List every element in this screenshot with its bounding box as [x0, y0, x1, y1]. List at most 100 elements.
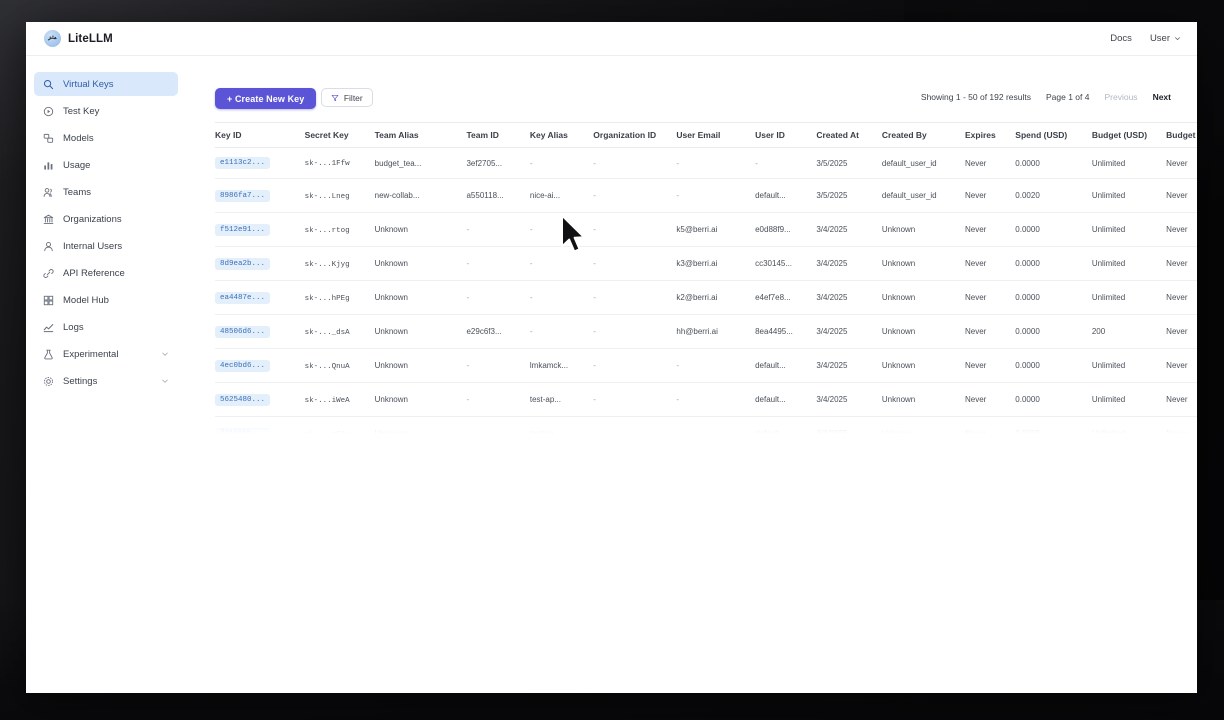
cell-key-alias: -	[529, 314, 594, 349]
column-header[interactable]: Organization ID	[593, 123, 677, 148]
key-id-chip[interactable]: 5625480...	[215, 393, 271, 406]
table-row[interactable]: 5625480... sk-...iWeA Unknown - test-ap... - -…	[215, 382, 1197, 417]
column-header[interactable]: Team Alias	[374, 123, 467, 148]
cell-spend: 0.0000	[1015, 348, 1092, 383]
key-id-chip[interactable]: 4ec0bd6...	[215, 359, 271, 372]
empty-value: -	[529, 327, 533, 336]
empty-value: -	[466, 395, 470, 404]
key-id-chip[interactable]: 8986fa7...	[215, 189, 271, 202]
sidebar-item-organizations[interactable]: Organizations	[34, 207, 178, 231]
table-row[interactable]: 4ec0bd6... sk-...QnuA Unknown - lmkamck... - -…	[215, 348, 1197, 383]
main-content: + Create New Key Filter Showing 1 - 50 o…	[186, 56, 1197, 693]
column-header[interactable]: Budget (USD)	[1091, 123, 1167, 148]
sidebar-item-settings[interactable]: Settings	[34, 369, 178, 393]
cell-expires: Never	[965, 382, 1016, 417]
pagination-next-button[interactable]: Next	[1152, 92, 1171, 102]
empty-value: -	[593, 395, 596, 404]
key-id-chip[interactable]: 48506d6...	[215, 325, 271, 338]
column-header[interactable]: Secret Key	[304, 123, 375, 148]
cell-spend: 0.0000	[1015, 382, 1092, 417]
table-row[interactable]: 8986fa7... sk-...Lneg new-collab... a550118…	[215, 178, 1197, 213]
table-row[interactable]: ea4487e... sk-...hPEg Unknown - - - k2@berri.a…	[215, 280, 1197, 315]
secret-key-text: sk-...iWeA	[304, 396, 350, 405]
column-header[interactable]: Key Alias	[529, 123, 594, 148]
sidebar-item-label: Organizations	[63, 213, 122, 225]
cell-user-id: e4ef7e8...	[755, 280, 817, 315]
key-id-chip[interactable]: e1113c2...	[215, 157, 271, 169]
table-row[interactable]: f2110bb...sk-...cC7wUnknown-testnjn...--…	[215, 416, 1197, 434]
key-id-chip[interactable]: 8d9ea2b...	[215, 257, 271, 270]
cell-budget-reset: Never	[1166, 212, 1197, 247]
table-row[interactable]: f512e91... sk-...rtog Unknown - - - k5@berri.a…	[215, 212, 1197, 247]
sidebar-item-test-key[interactable]: Test Key	[34, 99, 178, 123]
table-row[interactable]: 48506d6... sk-..._dsA Unknown e29c6f3... - - h…	[215, 314, 1197, 349]
column-header[interactable]: Key ID	[215, 123, 305, 148]
cell-secret-key: sk-...Kjyg	[304, 246, 375, 281]
cell-user-email: k3@berri.ai	[676, 246, 756, 281]
sidebar-item-experimental[interactable]: Experimental	[34, 342, 178, 366]
pagination-page: Page 1 of 4	[1046, 92, 1090, 102]
chevron-down-icon[interactable]	[161, 350, 169, 358]
pagination-previous-button[interactable]: Previous	[1104, 92, 1138, 102]
cell-budget-reset: Never	[1166, 280, 1197, 315]
key-id-chip[interactable]: ea4487e...	[215, 291, 271, 304]
key-id-chip[interactable]: f512e91...	[215, 223, 271, 236]
cell-org-id: -	[593, 348, 677, 383]
cell-key-alias: lmkamck...	[529, 348, 594, 383]
user-menu[interactable]: User	[1150, 33, 1181, 44]
cell-team-alias: Unknown	[374, 416, 467, 434]
sidebar-item-internal-users[interactable]: Internal Users	[34, 234, 178, 258]
create-new-key-button[interactable]: + Create New Key	[215, 88, 317, 109]
cell-team-alias: Unknown	[374, 246, 467, 281]
sidebar-item-usage[interactable]: Usage	[34, 153, 178, 177]
cell-expires: Never	[965, 416, 1016, 434]
chevron-down-icon[interactable]	[161, 377, 169, 385]
cell-org-id: -	[593, 280, 677, 315]
cell-team-alias: Unknown	[374, 348, 467, 383]
cell-created-at: 3/4/2025	[816, 246, 882, 281]
cell-user-email: k2@berri.ai	[676, 280, 756, 315]
sidebar-item-models[interactable]: Models	[34, 126, 178, 150]
table-row[interactable]: 8d9ea2b... sk-...Kjyg Unknown - - - k3@berri.a…	[215, 246, 1197, 281]
column-header[interactable]: User ID	[755, 123, 817, 148]
column-header[interactable]: Created At	[816, 123, 882, 148]
table-header-row: Key ID Secret Key Team Alias Team ID Key Ali…	[215, 123, 1197, 148]
empty-value: -	[593, 429, 596, 434]
brand[interactable]: LiteLLM	[44, 30, 113, 47]
cell-key-id: ea4487e...	[215, 280, 305, 315]
sidebar-item-teams[interactable]: Teams	[34, 180, 178, 204]
keys-table-container[interactable]: Key ID Secret Key Team Alias Team ID Key Ali…	[215, 122, 1197, 434]
secret-key-text: sk-..._dsA	[304, 328, 350, 337]
sidebar-item-label: Virtual Keys	[63, 78, 114, 90]
column-header[interactable]: Expires	[965, 123, 1016, 148]
pagination: Showing 1 - 50 of 192 results Page 1 of …	[921, 92, 1171, 102]
cell-user-id: e0d88f9...	[755, 212, 817, 247]
column-header[interactable]: User Email	[676, 123, 756, 148]
cell-key-id: 5625480...	[215, 382, 305, 417]
column-header[interactable]: Budget Reset	[1166, 123, 1197, 148]
cell-created-by: Unknown	[881, 246, 965, 281]
empty-value: -	[466, 293, 470, 302]
key-id-chip[interactable]: f2110bb...	[215, 427, 271, 434]
cell-user-email: hh@berri.ai	[676, 314, 756, 349]
sidebar-item-model-hub[interactable]: Model Hub	[34, 288, 178, 312]
cell-created-at: 3/4/2025	[816, 348, 882, 383]
cell-budget: Unlimited	[1091, 382, 1167, 417]
cell-key-alias: nice-ai...	[529, 178, 594, 213]
cell-expires: Never	[965, 280, 1016, 315]
column-header[interactable]: Created By	[881, 123, 965, 148]
column-header[interactable]: Spend (USD)	[1015, 123, 1092, 148]
link-icon	[43, 268, 54, 278]
sidebar-item-api-reference[interactable]: API Reference	[34, 261, 178, 285]
user-menu-label: User	[1149, 33, 1170, 44]
sidebar-item-virtual-keys[interactable]: Virtual Keys	[34, 72, 178, 96]
secret-key-text: sk-...hPEg	[304, 294, 350, 303]
filter-button[interactable]: Filter	[320, 88, 373, 107]
empty-value: -	[593, 327, 596, 336]
cell-team-id: 3ef2705...	[466, 147, 530, 179]
docs-link[interactable]: Docs	[1110, 33, 1132, 44]
sidebar-item-logs[interactable]: Logs	[34, 315, 178, 339]
table-row[interactable]: e1113c2... sk-...1Ffw budget_tea... 3ef2705…	[215, 147, 1197, 179]
column-header[interactable]: Team ID	[466, 123, 530, 148]
cell-key-alias: -	[529, 246, 594, 281]
